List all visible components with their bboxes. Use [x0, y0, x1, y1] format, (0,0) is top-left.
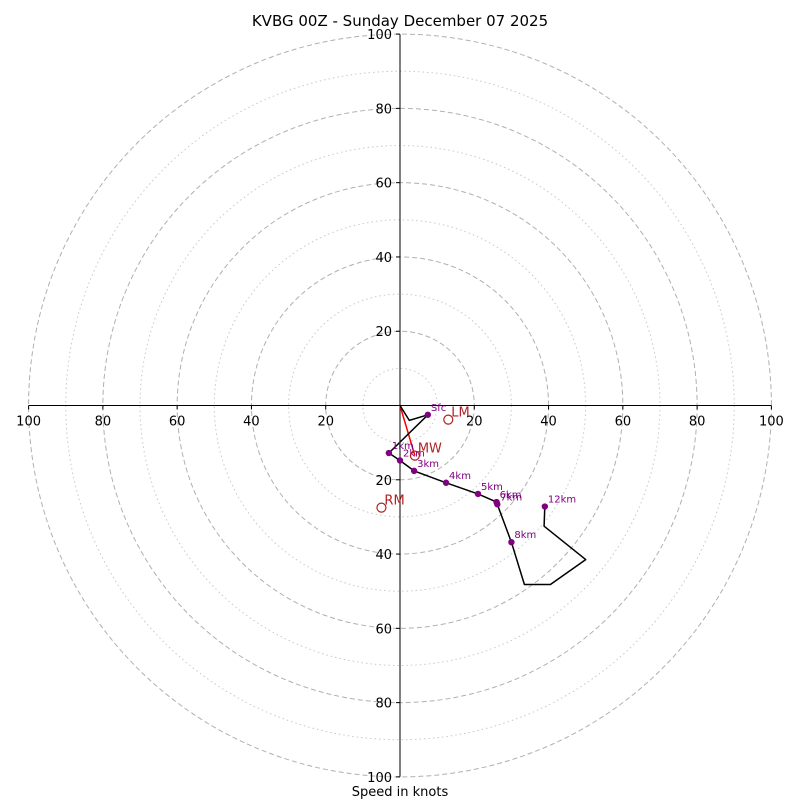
shear-vector [399, 405, 416, 456]
height-label-4km: 4km [449, 471, 471, 482]
height-marker-2km [396, 457, 404, 464]
y-tick-label: 20 [375, 474, 392, 489]
height-marker-8km [508, 538, 515, 546]
hodograph-trace [388, 405, 587, 586]
y-tick-label: 40 [375, 548, 392, 563]
storm-motion-markers: LM MW RM [376, 406, 470, 513]
height-label-12km: 12km [548, 495, 576, 506]
height-label-7km: 7km [500, 492, 522, 503]
x-tick-label: 80 [689, 415, 706, 430]
x-tick-label: 40 [540, 415, 557, 430]
height-label-6km: 6km [500, 490, 522, 501]
axis-tick-labels: 20 20 20 20 40 40 40 40 60 60 60 60 80 80 80 80 100 100 10… [16, 28, 784, 786]
y-tick-label: 20 [375, 325, 392, 340]
height-marker-7km [494, 501, 501, 508]
height-marker-1km [385, 449, 393, 457]
hodograph-line [388, 405, 587, 586]
height-label-1km: 1km [392, 441, 414, 452]
height-label-Sfc: Sfc [431, 403, 446, 414]
x-tick-label: 20 [466, 415, 483, 430]
x-tick-label: 100 [16, 415, 41, 430]
storm-motion-mw [409, 450, 420, 461]
storm-motion-label-mw: MW [418, 442, 442, 457]
height-marker-4km [442, 479, 450, 486]
y-tick-label: 80 [375, 697, 392, 712]
height-marker-5km [474, 490, 482, 498]
height-marker-3km [410, 467, 418, 475]
height-label-5km: 5km [481, 482, 503, 493]
axis-tick-marks [28, 33, 772, 778]
height-label-8km: 8km [514, 530, 536, 541]
x-tick-label: 60 [169, 415, 186, 430]
y-tick-label: 100 [367, 771, 392, 786]
x-tick-label: 60 [615, 415, 632, 430]
x-tick-label: 40 [243, 415, 260, 430]
height-label-2km: 2km [403, 448, 425, 459]
storm-motion-rm [376, 502, 387, 513]
shear-vector-line [399, 405, 416, 456]
y-tick-label: 60 [375, 622, 392, 637]
storm-motion-label-lm: LM [451, 406, 469, 421]
height-marker-Sfc [424, 411, 432, 418]
storm-motion-lm [443, 414, 454, 425]
x-tick-label: 100 [759, 415, 784, 430]
chart-title: KVBG 00Z - Sunday December 07 2025 [252, 12, 548, 30]
x-tick-label: 20 [317, 415, 334, 430]
y-tick-label: 40 [375, 251, 392, 266]
x-axis-label: Speed in knots [352, 785, 449, 800]
y-tick-label: 80 [375, 102, 392, 117]
height-marker-12km [541, 503, 549, 510]
y-tick-label: 100 [367, 28, 392, 43]
y-tick-label: 60 [375, 177, 392, 192]
x-tick-label: 80 [95, 415, 112, 430]
height-label-3km: 3km [417, 459, 439, 470]
storm-motion-label-rm: RM [384, 494, 404, 509]
